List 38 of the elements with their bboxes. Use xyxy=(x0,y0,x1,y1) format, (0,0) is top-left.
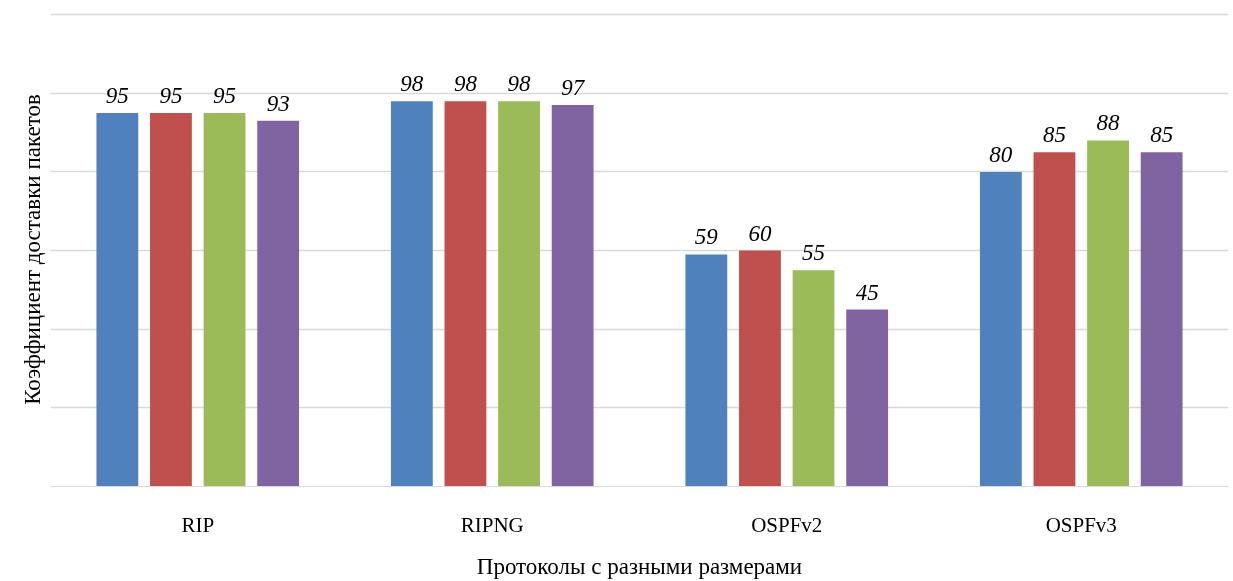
x-tick-label: RIP xyxy=(181,512,215,537)
data-label: 85 xyxy=(1150,122,1174,148)
data-label: 95 xyxy=(213,82,237,108)
data-label: 88 xyxy=(1096,110,1121,136)
data-label: 95 xyxy=(105,82,129,108)
bar xyxy=(257,120,300,487)
bar xyxy=(1087,140,1129,487)
x-tick-label: RIPNG xyxy=(460,512,524,537)
bar xyxy=(498,101,540,487)
bar xyxy=(979,171,1022,487)
bar xyxy=(96,112,139,487)
data-label: 59 xyxy=(694,224,719,250)
y-axis-title: Коэффициент доставки пакетов xyxy=(19,94,45,405)
data-label: 95 xyxy=(159,82,183,108)
data-label: 45 xyxy=(855,279,879,305)
bar xyxy=(150,112,192,487)
bar xyxy=(1033,152,1076,487)
data-label: 85 xyxy=(1042,122,1066,148)
bar xyxy=(739,250,781,487)
data-label: 80 xyxy=(989,141,1013,167)
x-tick-label: OSPFv2 xyxy=(751,512,823,537)
data-label: 98 xyxy=(453,71,478,97)
data-label: 97 xyxy=(561,75,586,101)
data-label: 98 xyxy=(400,71,424,97)
bar xyxy=(1140,152,1183,487)
bar xyxy=(846,309,889,487)
bar xyxy=(551,105,594,487)
data-label: 98 xyxy=(507,71,532,97)
bar xyxy=(792,270,835,487)
data-label: 60 xyxy=(748,220,772,246)
bar xyxy=(390,101,433,487)
bar xyxy=(203,112,246,487)
data-label: 93 xyxy=(266,90,290,116)
x-axis-title: Протоколы с разными размерами xyxy=(476,553,803,579)
data-label: 55 xyxy=(802,240,826,266)
x-tick-label: OSPFv3 xyxy=(1045,512,1117,537)
bar xyxy=(685,254,728,487)
bar xyxy=(444,101,487,487)
